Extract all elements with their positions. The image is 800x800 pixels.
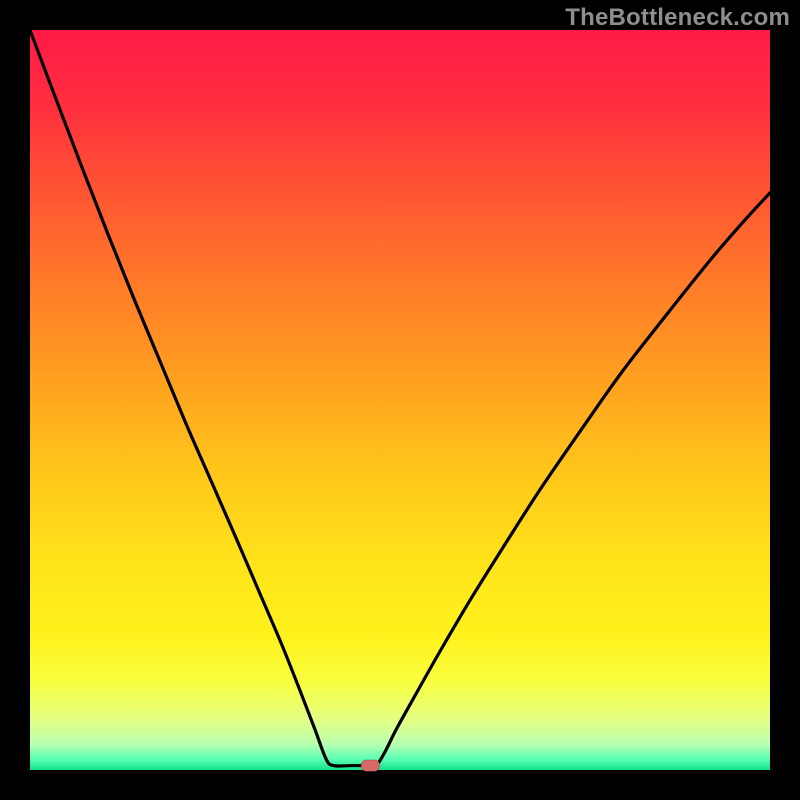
watermark-text: TheBottleneck.com [565, 4, 790, 32]
bottleneck-marker [361, 760, 379, 771]
plot-background [30, 30, 770, 770]
bottleneck-chart [0, 0, 800, 800]
chart-frame: TheBottleneck.com [0, 0, 800, 800]
